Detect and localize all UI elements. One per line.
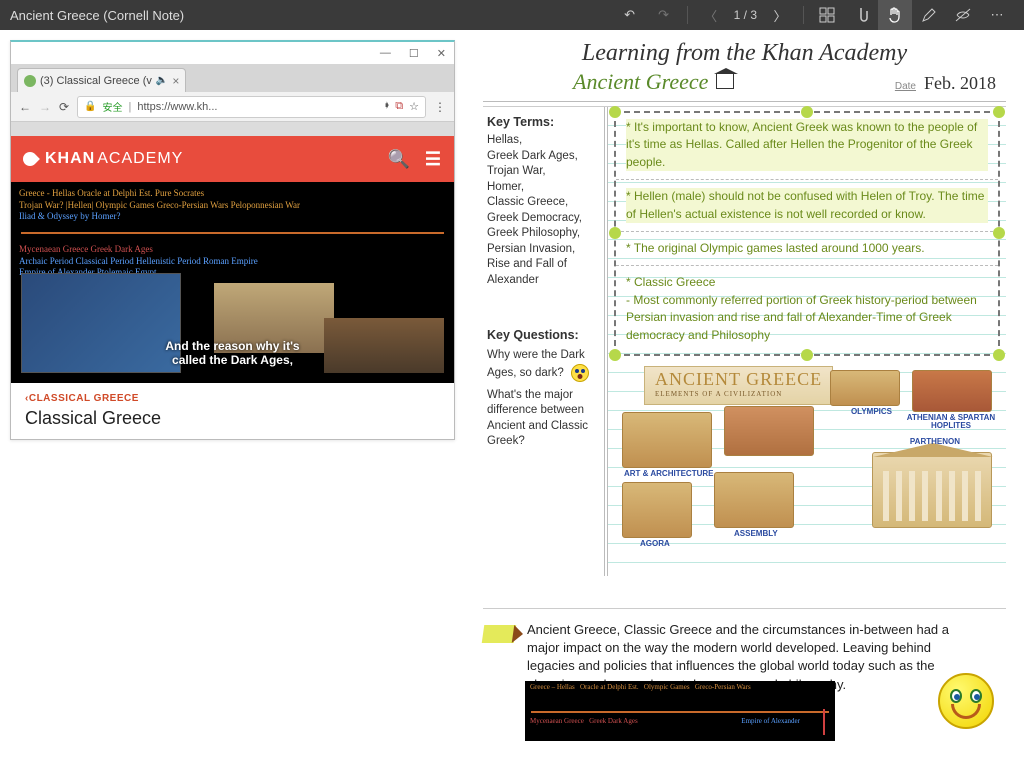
label-art: ART & ARCHITECTURE [624,470,713,478]
grid-view-button[interactable] [810,0,844,30]
notes-column[interactable]: * It's important to know, Ancient Greek … [608,107,1006,576]
label-olympics: OLYMPICS [851,408,892,416]
tab-close-button[interactable]: × [172,74,179,88]
mini-timeline-image: Greece – Hellas Oracle at Delphi Est. Ol… [525,681,835,741]
tab-title: (3) Classical Greece (v [40,75,152,87]
back-button[interactable]: ← [19,100,31,114]
browser-titlebar: — ☐ ✕ [11,42,454,64]
video-caption: And the reason why it's called the Dark … [165,339,299,367]
resize-handle[interactable] [609,106,621,118]
hamburger-icon[interactable]: ☰ [425,149,442,170]
secure-label: 安全 [103,99,123,114]
shocked-emoji-icon [571,364,589,382]
lock-icon: 🔒 [84,101,96,112]
bookmark-star-icon[interactable]: ☆ [409,100,419,113]
resize-handle[interactable] [609,349,621,361]
breadcrumb[interactable]: ‹CLASSICAL GREECE [25,393,440,404]
minimize-button[interactable]: — [380,47,391,59]
browser-tabstrip: (3) Classical Greece (v 🔈 × [11,64,454,92]
art-agora [622,482,692,538]
key-terms-heading: Key Terms: [487,115,596,129]
selection-box[interactable]: * It's important to know, Ancient Greek … [614,111,1000,356]
undo-button[interactable]: ↶ [613,0,647,30]
khan-logo-icon [20,149,40,169]
note-block-4a: * Classic Greece [626,274,988,291]
search-icon[interactable]: 🔍 [387,149,410,170]
note-block-1: * It's important to know, Ancient Greek … [626,119,988,171]
tab-mute-icon[interactable]: 🔈 [156,75,168,86]
note-page: Learning from the Khan Academy Ancient G… [465,30,1024,769]
prev-page-button[interactable]: 〈 [694,0,728,30]
url-field[interactable]: 🔒 安全 | https://www.kh... 🠾 ⧉ ☆ [77,96,426,118]
resize-handle[interactable] [993,349,1005,361]
resize-handle[interactable] [609,227,621,239]
resize-handle[interactable] [993,106,1005,118]
left-panel: — ☐ ✕ (3) Classical Greece (v 🔈 × ← → ⟳ … [0,30,465,769]
date-label: Date [895,81,916,92]
browser-menu-button[interactable]: ⋮ [434,100,446,114]
browser-addressbar: ← → ⟳ 🔒 安全 | https://www.kh... 🠾 ⧉ ☆ ⋮ [11,92,454,122]
date-value: Feb. 2018 [924,73,996,94]
maximize-button[interactable]: ☐ [409,47,419,60]
key-column: Key Terms: Hellas, Greek Dark Ages, Troj… [483,107,608,576]
soldiers-thumbnail [324,318,444,373]
resize-handle[interactable] [801,349,813,361]
note-block-2: * Hellen (male) should not be confused w… [626,188,988,223]
app-toolbar: Ancient Greece (Cornell Note) ↶ ↷ 〈 1 / … [0,0,1024,30]
hand-tool-button[interactable] [878,0,912,30]
key-question-1: Why were the Dark Ages, so dark? [487,348,596,382]
art-olympics [830,370,900,406]
key-terms-list: Hellas, Greek Dark Ages, Trojan War, Hom… [487,133,596,288]
art-assembly [714,472,794,528]
note-block-3: * The original Olympic games lasted arou… [626,240,988,257]
art-center [724,406,814,456]
smiley-emoji-icon [938,673,994,729]
note-subject: Ancient Greece [573,69,708,95]
doc-title: Ancient Greece (Cornell Note) [10,8,184,23]
pen-tool-button[interactable] [912,0,946,30]
note-block-4b: - Most commonly referred portion of Gree… [626,292,988,344]
label-assembly: ASSEMBLY [734,530,778,538]
art-architecture [622,412,712,468]
key-questions-heading: Key Questions: [487,328,596,342]
khan-header: KHANACADEMY 🔍 ☰ [11,136,454,182]
key-question-2: What's the major difference between Anci… [487,388,596,450]
browser-tab[interactable]: (3) Classical Greece (v 🔈 × [17,68,186,92]
video-meta: ‹CLASSICAL GREECE Classical Greece [11,383,454,439]
page-indicator: 1 / 3 [734,8,757,22]
attachment-button[interactable] [844,0,878,30]
close-window-button[interactable]: ✕ [437,47,446,60]
translate-icon[interactable]: 🠾 [385,97,389,116]
label-agora: AGORA [640,540,670,548]
reload-button[interactable]: ⟳ [59,100,69,114]
video-title: Classical Greece [25,408,440,429]
eraser-tool-button[interactable] [946,0,980,30]
resize-handle[interactable] [801,106,813,118]
art-parthenon [872,452,992,528]
video-player[interactable]: Greece - Hellas Oracle at Delphi Est. Pu… [11,182,454,383]
khan-brand-bold: KHAN [45,150,95,168]
reader-icon[interactable]: ⧉ [395,100,403,113]
forward-button[interactable]: → [39,100,51,114]
url-text: https://www.kh... [137,101,217,113]
browser-window: — ☐ ✕ (3) Classical Greece (v 🔈 × ← → ⟳ … [10,40,455,440]
more-button[interactable]: ⋯ [980,0,1014,30]
map-thumbnail [21,273,181,373]
redo-button[interactable]: ↷ [647,0,681,30]
favicon-icon [24,75,36,87]
label-hoplites: ATHENIAN & SPARTAN HOPLITES [906,414,996,431]
temple-icon [716,73,734,89]
resize-handle[interactable] [993,227,1005,239]
next-page-button[interactable]: 〉 [763,0,797,30]
sticky-note-icon [482,625,517,643]
art-hoplites [912,370,992,412]
infographic-title: ANCIENT GREECE ELEMENTS OF A CIVILIZATIO… [644,366,833,405]
khan-brand-thin: ACADEMY [97,150,183,168]
note-title: Learning from the Khan Academy [483,40,1006,67]
timeline-annotation: Greece - Hellas Oracle at Delphi Est. Pu… [11,182,454,229]
infographic: ANCIENT GREECE ELEMENTS OF A CIVILIZATIO… [614,366,1000,556]
label-parthenon: PARTHENON [910,438,960,446]
